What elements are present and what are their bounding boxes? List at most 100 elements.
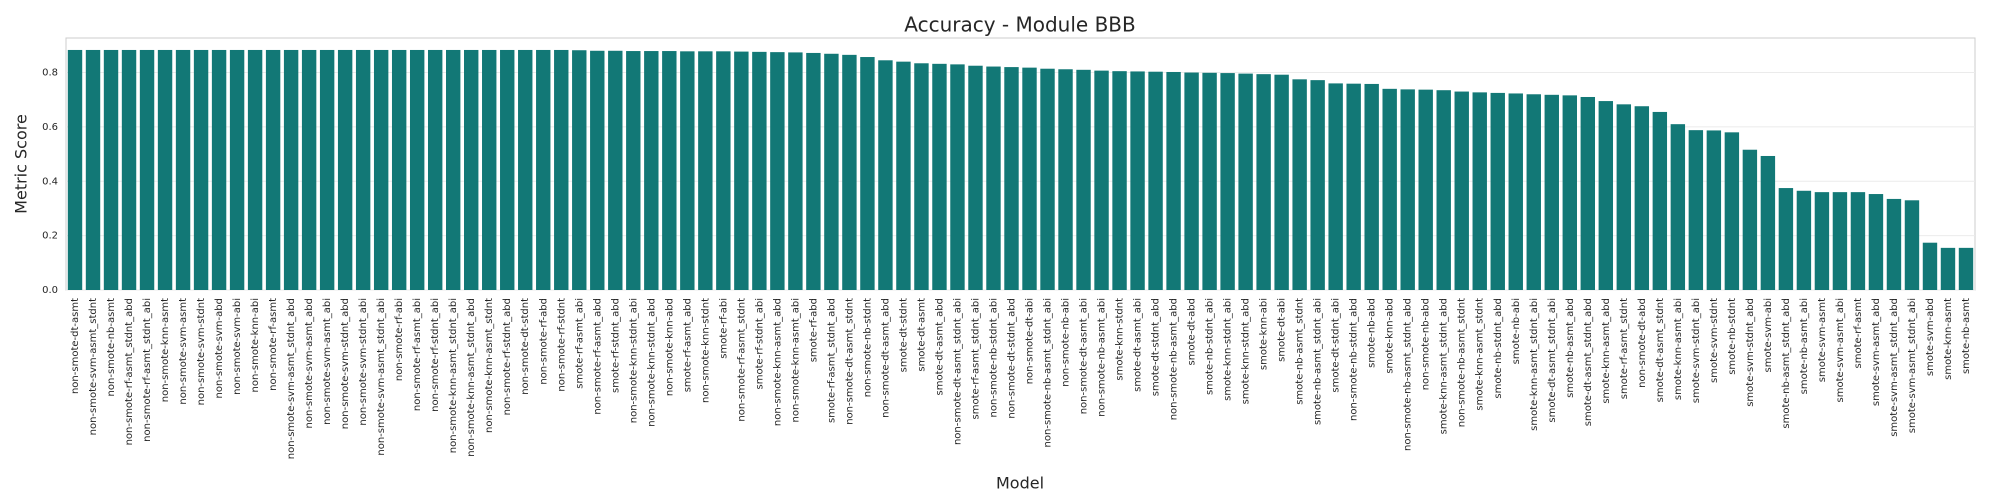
- bar: [878, 60, 893, 291]
- bar: [1148, 71, 1163, 290]
- x-tick-label: smote-dt-asmt_stdnt: [1655, 298, 1666, 402]
- bar: [950, 64, 965, 291]
- x-tick-label: smote-rf-asmt_stdnt_abi: [970, 298, 981, 419]
- bar: [445, 49, 461, 290]
- x-axis-label: Model: [996, 474, 1044, 493]
- x-tick-label: smote-svm-asmt_stdnt_abd: [1889, 298, 1900, 437]
- bar: [1526, 94, 1541, 290]
- bar: [662, 51, 677, 291]
- bar: [464, 49, 479, 290]
- bar: [1940, 247, 1956, 290]
- bar: [716, 51, 731, 290]
- x-tick-label: smote-knn-abi: [1259, 298, 1270, 370]
- x-tick-label: non-smote-nb-asmt_abi: [1097, 298, 1108, 417]
- x-tick-label: smote-svm-stdnt: [1709, 298, 1720, 383]
- bar: [842, 54, 857, 290]
- x-tick-label: non-smote-svm-stdnt_abd: [340, 298, 351, 429]
- bar: [85, 49, 101, 290]
- x-tick-label: non-smote-svm-abd: [214, 298, 225, 398]
- bar: [1130, 71, 1145, 290]
- x-tick-label: smote-rf-asmt_stdnt: [1619, 298, 1630, 399]
- y-tick-label: 0.6: [42, 122, 58, 133]
- bar: [1364, 83, 1379, 291]
- bar: [1292, 79, 1307, 290]
- bar: [680, 51, 695, 290]
- x-tick-label: non-smote-rf-asmt_stdnt_abd: [124, 298, 135, 445]
- bar: [734, 51, 749, 291]
- bar: [932, 63, 947, 290]
- bar: [1220, 73, 1235, 290]
- bar: [1400, 89, 1415, 291]
- x-tick-label: non-smote-knn-stdnt_abd: [646, 298, 657, 427]
- bar: [1274, 74, 1289, 290]
- x-tick-label: smote-nb-asmt_stdnt: [1295, 298, 1306, 405]
- bar: [121, 49, 137, 290]
- bar: [211, 49, 227, 290]
- x-tick-label: smote-nb-asmt_abi: [1799, 298, 1810, 394]
- bar: [1112, 71, 1127, 291]
- y-tick-label: 0.2: [42, 231, 58, 242]
- x-tick-label: smote-dt-abi: [1277, 298, 1288, 362]
- bar: [1166, 71, 1181, 290]
- x-tick-label: non-smote-rf-stdnt_abd: [502, 298, 513, 415]
- bar: [1580, 96, 1596, 290]
- bar: [572, 50, 587, 291]
- bar: [1256, 74, 1271, 291]
- bar: [1796, 190, 1812, 290]
- bar: [1742, 149, 1758, 290]
- x-tick-label: smote-svm-asmt: [1817, 298, 1828, 382]
- x-tick-label: smote-knn-asmt_abi: [1673, 298, 1684, 400]
- x-tick-label: smote-knn-asmt_stdnt_abi: [1529, 298, 1540, 431]
- x-tick-label: non-smote-nb-stdnt_abi: [988, 298, 999, 417]
- bar: [806, 52, 821, 290]
- bar: [518, 49, 533, 290]
- bar: [157, 49, 173, 290]
- bar: [1832, 192, 1848, 290]
- x-tick-label: smote-dt-asmt_stdnt_abd: [1583, 298, 1594, 426]
- x-tick-label: non-smote-dt-asmt_abd: [880, 298, 891, 418]
- x-tick-label: non-smote-nb-asmt_stdnt_abd: [1403, 298, 1414, 451]
- bar: [1886, 198, 1902, 290]
- x-tick-label: smote-rf-asmt_stdnt_abd: [826, 298, 837, 423]
- bar: [1058, 69, 1073, 290]
- bar: [1634, 106, 1650, 291]
- bar: [283, 49, 299, 290]
- x-tick-label: smote-dt-asmt_abi: [1133, 298, 1144, 392]
- x-tick-label: smote-knn-abd: [1385, 298, 1396, 374]
- x-tick-label: smote-dt-asmt_stdnt_abi: [1547, 298, 1558, 423]
- bar: [1184, 72, 1199, 291]
- x-tick-label: non-smote-rf-stdnt_abi: [430, 298, 441, 412]
- bar: [337, 49, 353, 290]
- x-tick-label: smote-knn-asmt_abd: [1601, 298, 1612, 404]
- x-tick-label: non-smote-svm-asmt_abd: [304, 298, 315, 428]
- x-tick-label: non-smote-svm-asmt_abi: [322, 298, 333, 425]
- x-tick-label: non-smote-rf-asmt_stdnt: [736, 298, 747, 422]
- bar: [1778, 188, 1794, 290]
- x-tick-label: smote-rf-asmt_abi: [574, 298, 585, 389]
- bar: [752, 51, 767, 291]
- x-tick-label: smote-nb-asmt_abd: [1565, 298, 1576, 398]
- bar: [1652, 111, 1668, 291]
- x-tick-label: non-smote-dt-asmt_abi: [1079, 298, 1090, 414]
- x-tick-label: smote-rf-stdnt_abd: [610, 298, 621, 393]
- bar: [770, 52, 785, 290]
- x-tick-label: smote-nb-abi: [1511, 298, 1522, 364]
- bar: [319, 49, 335, 290]
- x-tick-label: smote-svm-stdnt_abd: [1745, 298, 1756, 407]
- bar: [1868, 194, 1884, 290]
- bar: [1238, 73, 1253, 290]
- x-tick-label: smote-dt-stdnt: [898, 298, 909, 372]
- bar: [1958, 247, 1974, 290]
- x-tick-label: non-smote-nb-stdnt: [862, 298, 873, 397]
- bar: [1724, 132, 1740, 290]
- x-tick-label: smote-svm-asmt_stdnt_abi: [1907, 298, 1918, 433]
- x-tick-label: non-smote-knn-abi: [250, 298, 261, 392]
- x-tick-label: non-smote-rf-asmt: [268, 298, 279, 391]
- x-tick-label: smote-rf-abd: [808, 298, 819, 362]
- bar: [355, 49, 371, 290]
- bar: [536, 49, 551, 290]
- x-tick-label: smote-dt-asmt_abd: [934, 298, 945, 395]
- bar: [1598, 101, 1614, 290]
- bar: [1670, 124, 1686, 290]
- x-tick-label: non-smote-rf-abd: [538, 298, 549, 385]
